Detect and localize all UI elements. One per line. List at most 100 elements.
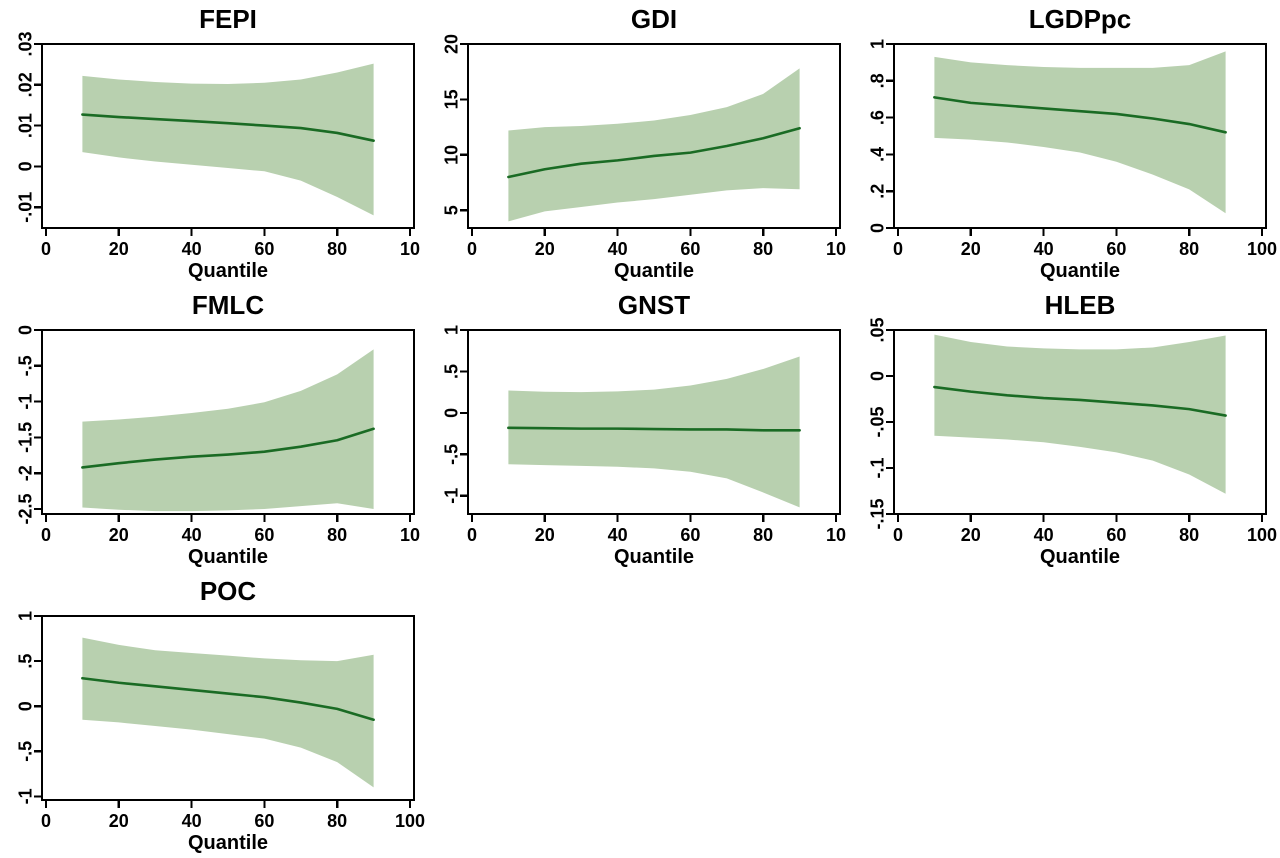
x-tick-label: 20 xyxy=(109,811,129,831)
x-tick-label: 60 xyxy=(1106,525,1126,545)
chart-svg-POC: 1 .5 0 -.5 -1 0 20 40 60 80 100 Quantile POC xyxy=(15,576,425,854)
y-tick-label: .4 xyxy=(867,147,887,162)
x-tick-label: 80 xyxy=(327,239,347,259)
chart-title: LGDPpc xyxy=(1029,4,1132,34)
coefficient-line xyxy=(81,113,375,142)
x-tick-label: 100 xyxy=(395,811,425,831)
x-tick-label: 20 xyxy=(109,239,129,259)
x-tick-label: 0 xyxy=(893,525,903,545)
x-tick-label: 0 xyxy=(41,239,51,259)
x-tick-label: 0 xyxy=(893,239,903,259)
y-tick-label: -.5 xyxy=(15,741,35,762)
chart-title: HLEB xyxy=(1045,290,1116,320)
y-tick-label: -2 xyxy=(15,465,35,481)
chart-panel-4: 1 .5 0 -.5 -1 0 20 40 60 80 10 Quantile GNST xyxy=(426,286,852,572)
x-tick-label: 40 xyxy=(1034,239,1054,259)
y-tick-label: -.1 xyxy=(867,457,887,478)
coefficient-line xyxy=(933,96,1227,134)
plot-box xyxy=(40,328,416,516)
x-tick-label: 40 xyxy=(1034,525,1054,545)
x-tick-label: 20 xyxy=(961,525,981,545)
plot-box xyxy=(40,42,416,230)
confidence-band xyxy=(508,68,800,222)
y-tick-label: -1 xyxy=(15,394,35,410)
x-tick-label: 20 xyxy=(961,239,981,259)
x-tick-label: 60 xyxy=(1106,239,1126,259)
plot-box xyxy=(892,42,1268,230)
chart-svg-GDI: 5 10 15 20 0 20 40 60 80 10 Quantile GDI xyxy=(441,4,846,282)
chart-panel-1: 5 10 15 20 0 20 40 60 80 10 Quantile GDI xyxy=(426,0,852,286)
x-tick-label: 60 xyxy=(680,239,700,259)
y-tick-label: .02 xyxy=(15,72,35,97)
coefficient-line xyxy=(507,426,801,432)
y-tick-label: 0 xyxy=(867,371,887,381)
y-tick-label: -1 xyxy=(441,488,461,504)
confidence-band xyxy=(934,51,1226,214)
y-tick-label: -2.5 xyxy=(15,493,35,524)
confidence-band xyxy=(82,63,374,216)
y-tick-label: -1.5 xyxy=(15,422,35,453)
x-tick-label: 80 xyxy=(1179,525,1199,545)
x-tick-label: 0 xyxy=(467,525,477,545)
chart-panel-5: .05 0 -.05 -.1 -.15 0 20 40 60 80 100 Quantile HLEB xyxy=(852,286,1278,572)
x-axis-label: Quantile xyxy=(614,546,694,568)
chart-panel-0: -.01 0 .01 .02 .03 0 20 40 60 80 10 Quantile FEPI xyxy=(0,0,426,286)
x-tick-label: 60 xyxy=(254,811,274,831)
x-tick-label: 100 xyxy=(1247,239,1277,259)
x-tick-label: 40 xyxy=(608,239,628,259)
plot-box xyxy=(466,42,842,230)
chart-panel-2: 0 .2 .4 .6 .8 1 0 20 40 60 80 100 Quantile LGDPpc xyxy=(852,0,1278,286)
x-tick-label: 0 xyxy=(41,525,51,545)
y-tick-label: 0 xyxy=(15,325,35,335)
y-tick-label: .5 xyxy=(15,654,35,669)
coefficient-line xyxy=(933,385,1227,417)
y-tick-label: -.01 xyxy=(15,192,35,223)
coefficient-line xyxy=(507,126,801,179)
y-tick-label: .03 xyxy=(15,31,35,56)
plot-box xyxy=(466,328,842,516)
x-tick-label: 80 xyxy=(327,525,347,545)
x-tick-label: 60 xyxy=(254,525,274,545)
y-tick-label: 1 xyxy=(15,611,35,621)
y-tick-label: 10 xyxy=(441,145,461,165)
y-tick-label: 20 xyxy=(441,34,461,54)
chart-svg-LGDPpc: 0 .2 .4 .6 .8 1 0 20 40 60 80 100 Quantile LGDPpc xyxy=(867,4,1277,282)
x-tick-label: 40 xyxy=(182,239,202,259)
y-tick-label: .05 xyxy=(867,317,887,342)
y-tick-label: -.15 xyxy=(867,498,887,529)
x-tick-label: 20 xyxy=(535,525,555,545)
y-tick-label: 5 xyxy=(441,205,461,215)
x-axis-label: Quantile xyxy=(1040,546,1120,568)
x-tick-label: 20 xyxy=(109,525,129,545)
confidence-band xyxy=(82,349,374,512)
y-tick-label: .2 xyxy=(867,184,887,199)
confidence-band xyxy=(508,356,800,508)
chart-title: FMLC xyxy=(192,290,264,320)
x-tick-label: 60 xyxy=(254,239,274,259)
y-tick-label: -.05 xyxy=(867,406,887,437)
x-tick-label: 40 xyxy=(608,525,628,545)
x-tick-label: 100 xyxy=(1247,525,1277,545)
chart-panel-6: 1 .5 0 -.5 -1 0 20 40 60 80 100 Quantile POC xyxy=(0,572,426,858)
x-tick-label: 40 xyxy=(182,811,202,831)
x-tick-label: 80 xyxy=(753,239,773,259)
x-axis-label: Quantile xyxy=(188,832,268,854)
chart-title: GDI xyxy=(631,4,677,34)
coefficient-line xyxy=(81,427,375,469)
chart-title: GNST xyxy=(618,290,690,320)
x-axis-label: Quantile xyxy=(188,260,268,282)
coefficient-line xyxy=(81,676,375,722)
y-tick-label: 0 xyxy=(867,223,887,233)
x-tick-label: 80 xyxy=(753,525,773,545)
x-tick-label: 0 xyxy=(467,239,477,259)
y-tick-label: 15 xyxy=(441,89,461,109)
y-tick-label: .8 xyxy=(867,73,887,88)
confidence-band xyxy=(82,637,374,788)
x-axis-label: Quantile xyxy=(1040,260,1120,282)
y-tick-label: -.5 xyxy=(15,355,35,376)
y-tick-label: -.5 xyxy=(441,444,461,465)
y-tick-label: 0 xyxy=(441,408,461,418)
x-tick-label: 10 xyxy=(826,525,846,545)
chart-svg-FMLC: 0 -.5 -1 -1.5 -2 -2.5 0 20 40 60 80 10 Quantile FMLC xyxy=(15,290,420,568)
chart-panel-3: 0 -.5 -1 -1.5 -2 -2.5 0 20 40 60 80 10 Quantile FMLC xyxy=(0,286,426,572)
